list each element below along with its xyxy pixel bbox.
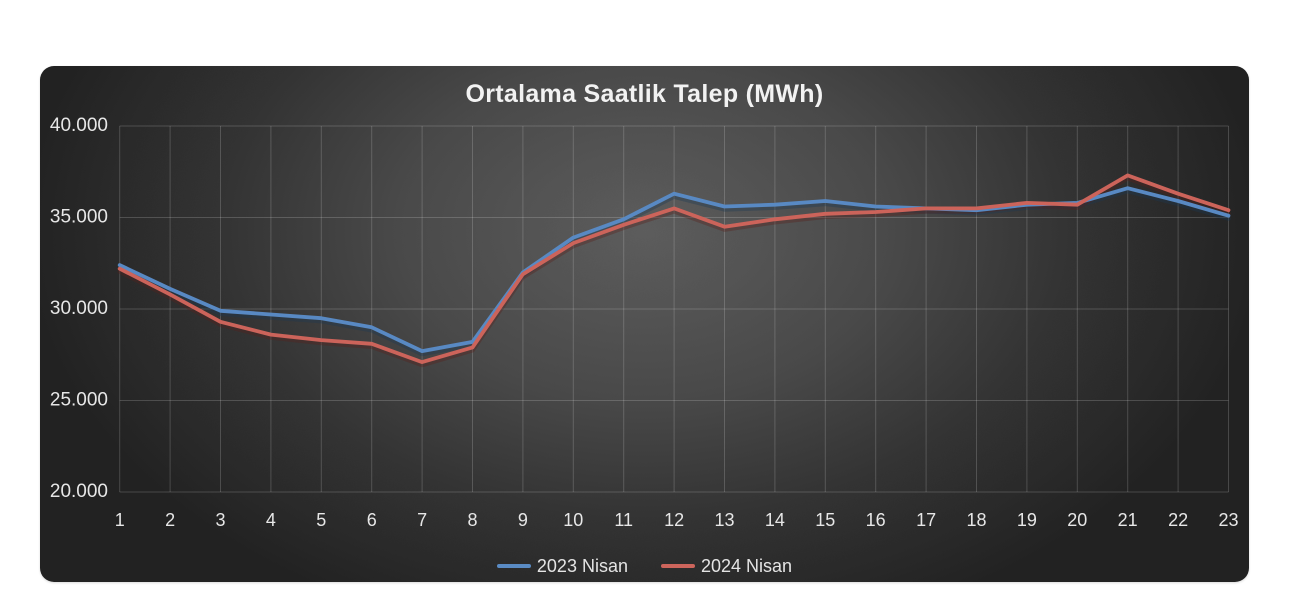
svg-text:9: 9 bbox=[518, 510, 528, 530]
svg-text:20: 20 bbox=[1067, 510, 1087, 530]
svg-text:20.000: 20.000 bbox=[50, 481, 108, 502]
svg-text:6: 6 bbox=[367, 510, 377, 530]
svg-text:25.000: 25.000 bbox=[50, 390, 108, 411]
svg-text:5: 5 bbox=[316, 510, 326, 530]
svg-text:2: 2 bbox=[165, 510, 175, 530]
svg-text:15: 15 bbox=[815, 510, 835, 530]
svg-text:40.000: 40.000 bbox=[50, 115, 108, 136]
svg-text:16: 16 bbox=[866, 510, 886, 530]
svg-text:4: 4 bbox=[266, 510, 276, 530]
svg-text:10: 10 bbox=[563, 510, 583, 530]
svg-text:3: 3 bbox=[215, 510, 225, 530]
svg-text:7: 7 bbox=[417, 510, 427, 530]
svg-text:11: 11 bbox=[614, 510, 633, 530]
svg-text:14: 14 bbox=[765, 510, 785, 530]
svg-text:13: 13 bbox=[714, 510, 734, 530]
svg-text:17: 17 bbox=[916, 510, 936, 530]
svg-text:23: 23 bbox=[1218, 510, 1238, 530]
svg-text:18: 18 bbox=[966, 510, 986, 530]
svg-text:35.000: 35.000 bbox=[50, 207, 108, 228]
svg-text:12: 12 bbox=[664, 510, 684, 530]
svg-text:19: 19 bbox=[1017, 510, 1037, 530]
svg-text:8: 8 bbox=[467, 510, 477, 530]
svg-text:21: 21 bbox=[1118, 510, 1138, 530]
svg-text:1: 1 bbox=[115, 510, 125, 530]
svg-text:22: 22 bbox=[1168, 510, 1188, 530]
svg-text:30.000: 30.000 bbox=[50, 298, 108, 319]
